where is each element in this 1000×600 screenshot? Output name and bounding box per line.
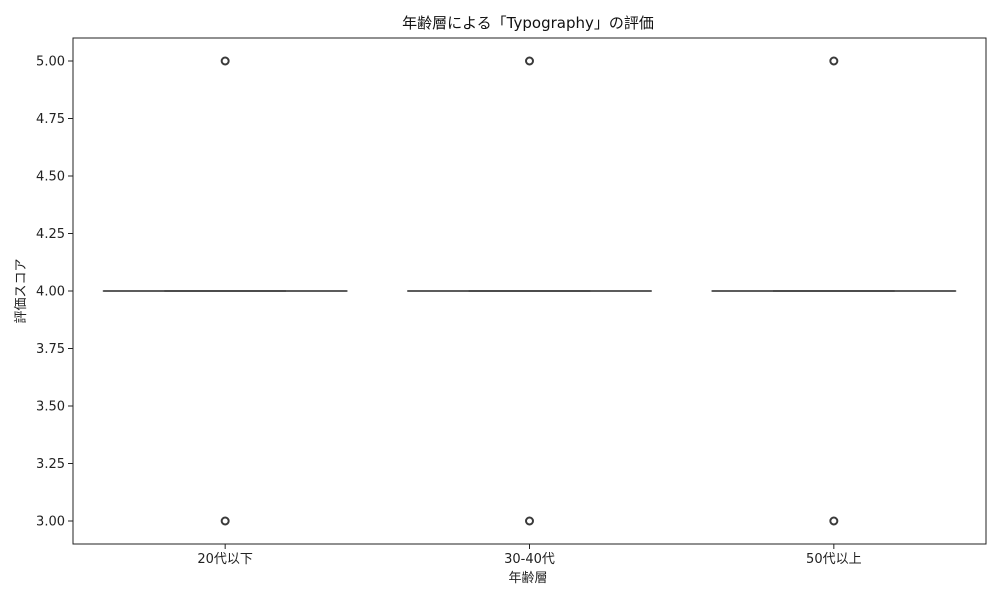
box-group	[102, 56, 957, 526]
y-tick-label: 3.75	[36, 342, 65, 357]
x-tick-label: 50代以上	[806, 552, 862, 567]
y-axis: 3.00 3.25 3.50 3.75 4.00 4.25 4.50 4.75 5.00	[36, 55, 73, 530]
x-axis-label: 年齢層	[508, 571, 547, 586]
y-tick-label: 5.00	[36, 55, 65, 70]
y-axis-label: 評価スコア	[14, 258, 29, 323]
box-outlier-point	[829, 516, 839, 526]
box-outlier-point	[525, 56, 534, 66]
chart-title: 年齢層による「Typography」の評価	[402, 14, 654, 32]
x-axis: 20代以下 30-40代 50代以上	[197, 544, 862, 567]
box-outlier-point	[829, 56, 839, 66]
x-tick-label: 30-40代	[504, 552, 555, 567]
y-tick-label: 4.50	[36, 170, 65, 185]
y-tick-label: 4.75	[36, 112, 65, 127]
box-outlier-point	[525, 516, 534, 526]
box-outlier-point	[220, 56, 230, 66]
x-tick-label: 20代以下	[197, 552, 253, 567]
y-tick-label: 3.00	[36, 515, 65, 530]
y-tick-label: 4.00	[36, 285, 65, 300]
y-tick-label: 3.25	[36, 457, 65, 472]
box-outlier-point	[220, 516, 230, 526]
y-tick-label: 4.25	[36, 227, 65, 242]
y-tick-label: 3.50	[36, 400, 65, 415]
